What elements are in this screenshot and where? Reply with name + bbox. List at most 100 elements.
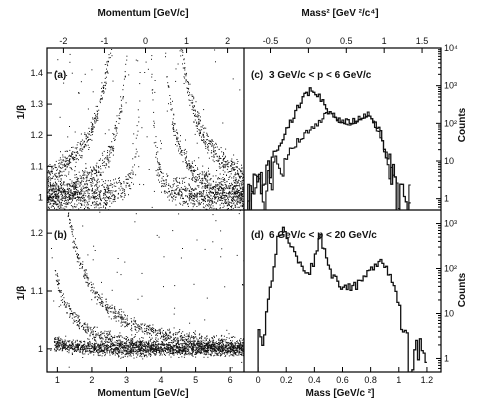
data-point — [115, 181, 117, 183]
data-point — [173, 113, 175, 115]
data-point — [243, 196, 244, 198]
data-point — [181, 356, 183, 358]
data-point — [237, 197, 239, 199]
data-point — [108, 159, 110, 161]
data-point — [78, 345, 79, 347]
data-point — [208, 203, 210, 205]
data-point — [101, 344, 103, 346]
data-point — [188, 185, 190, 187]
data-point — [127, 356, 129, 358]
data-point — [93, 191, 95, 193]
data-point — [180, 135, 181, 137]
data-point — [97, 332, 99, 334]
data-point — [221, 183, 222, 185]
data-point — [157, 151, 159, 153]
data-point — [176, 138, 178, 140]
data-point — [55, 183, 57, 185]
data-point — [187, 348, 189, 350]
data-point — [109, 196, 110, 198]
data-point — [47, 197, 49, 199]
data-point — [183, 350, 185, 352]
data-point — [134, 343, 136, 345]
data-point — [209, 198, 211, 200]
data-point — [225, 195, 227, 197]
data-point — [201, 352, 203, 354]
data-point — [247, 346, 248, 347]
data-point — [191, 346, 193, 348]
data-point — [63, 343, 65, 345]
data-point — [64, 150, 66, 152]
data-point — [176, 136, 178, 138]
data-point — [208, 353, 210, 355]
y-tick-label: 1.1 — [30, 286, 43, 296]
data-point — [83, 140, 85, 142]
data-point — [104, 198, 106, 200]
data-point — [76, 151, 78, 153]
data-point — [107, 152, 108, 154]
data-point — [57, 194, 59, 196]
data-point — [118, 351, 120, 353]
data-point — [87, 343, 89, 345]
data-point — [82, 346, 84, 348]
data-point — [93, 349, 95, 351]
data-point — [233, 349, 235, 351]
data-point — [96, 197, 98, 199]
data-point — [82, 350, 84, 352]
data-point — [216, 170, 218, 171]
data-point — [137, 109, 139, 111]
data-point — [245, 355, 246, 356]
data-point — [101, 98, 103, 100]
data-point — [217, 177, 219, 179]
data-point — [128, 347, 130, 349]
data-point — [99, 346, 101, 348]
data-point — [64, 196, 66, 198]
data-point — [201, 126, 203, 128]
data-point — [93, 327, 94, 329]
data-point — [167, 192, 169, 194]
data-point — [125, 343, 126, 345]
data-point — [227, 352, 229, 354]
data-point — [67, 204, 69, 205]
data-point — [62, 340, 64, 342]
data-point — [78, 159, 79, 161]
data-point — [96, 198, 98, 200]
data-point — [121, 347, 123, 349]
data-point — [55, 160, 57, 162]
data-point — [209, 190, 211, 192]
data-point — [243, 174, 244, 176]
data-point — [72, 345, 74, 347]
data-point — [223, 347, 225, 349]
data-point — [104, 200, 106, 202]
data-point — [226, 351, 228, 353]
data-point — [58, 186, 60, 188]
data-point — [195, 181, 197, 183]
data-point — [183, 200, 185, 202]
data-point — [104, 348, 106, 350]
data-point — [63, 189, 65, 191]
data-point — [100, 207, 102, 208]
data-point — [93, 167, 95, 169]
data-point — [79, 344, 80, 346]
data-point — [232, 350, 234, 352]
data-point — [45, 191, 46, 192]
data-point — [55, 204, 57, 205]
data-point — [189, 104, 191, 106]
data-point — [122, 347, 124, 349]
data-point — [65, 158, 67, 160]
data-point — [218, 350, 220, 352]
data-point — [93, 127, 95, 128]
data-point — [155, 350, 156, 352]
data-point — [186, 343, 188, 345]
data-point — [198, 120, 200, 122]
noise-point — [53, 184, 55, 186]
data-point — [89, 196, 91, 198]
data-point — [229, 209, 231, 210]
data-point — [69, 194, 71, 196]
data-point — [222, 189, 224, 190]
data-point — [229, 352, 231, 354]
data-point — [181, 154, 183, 156]
data-point — [189, 195, 191, 197]
data-point — [96, 185, 98, 187]
data-point — [106, 186, 108, 188]
data-point — [208, 196, 210, 198]
